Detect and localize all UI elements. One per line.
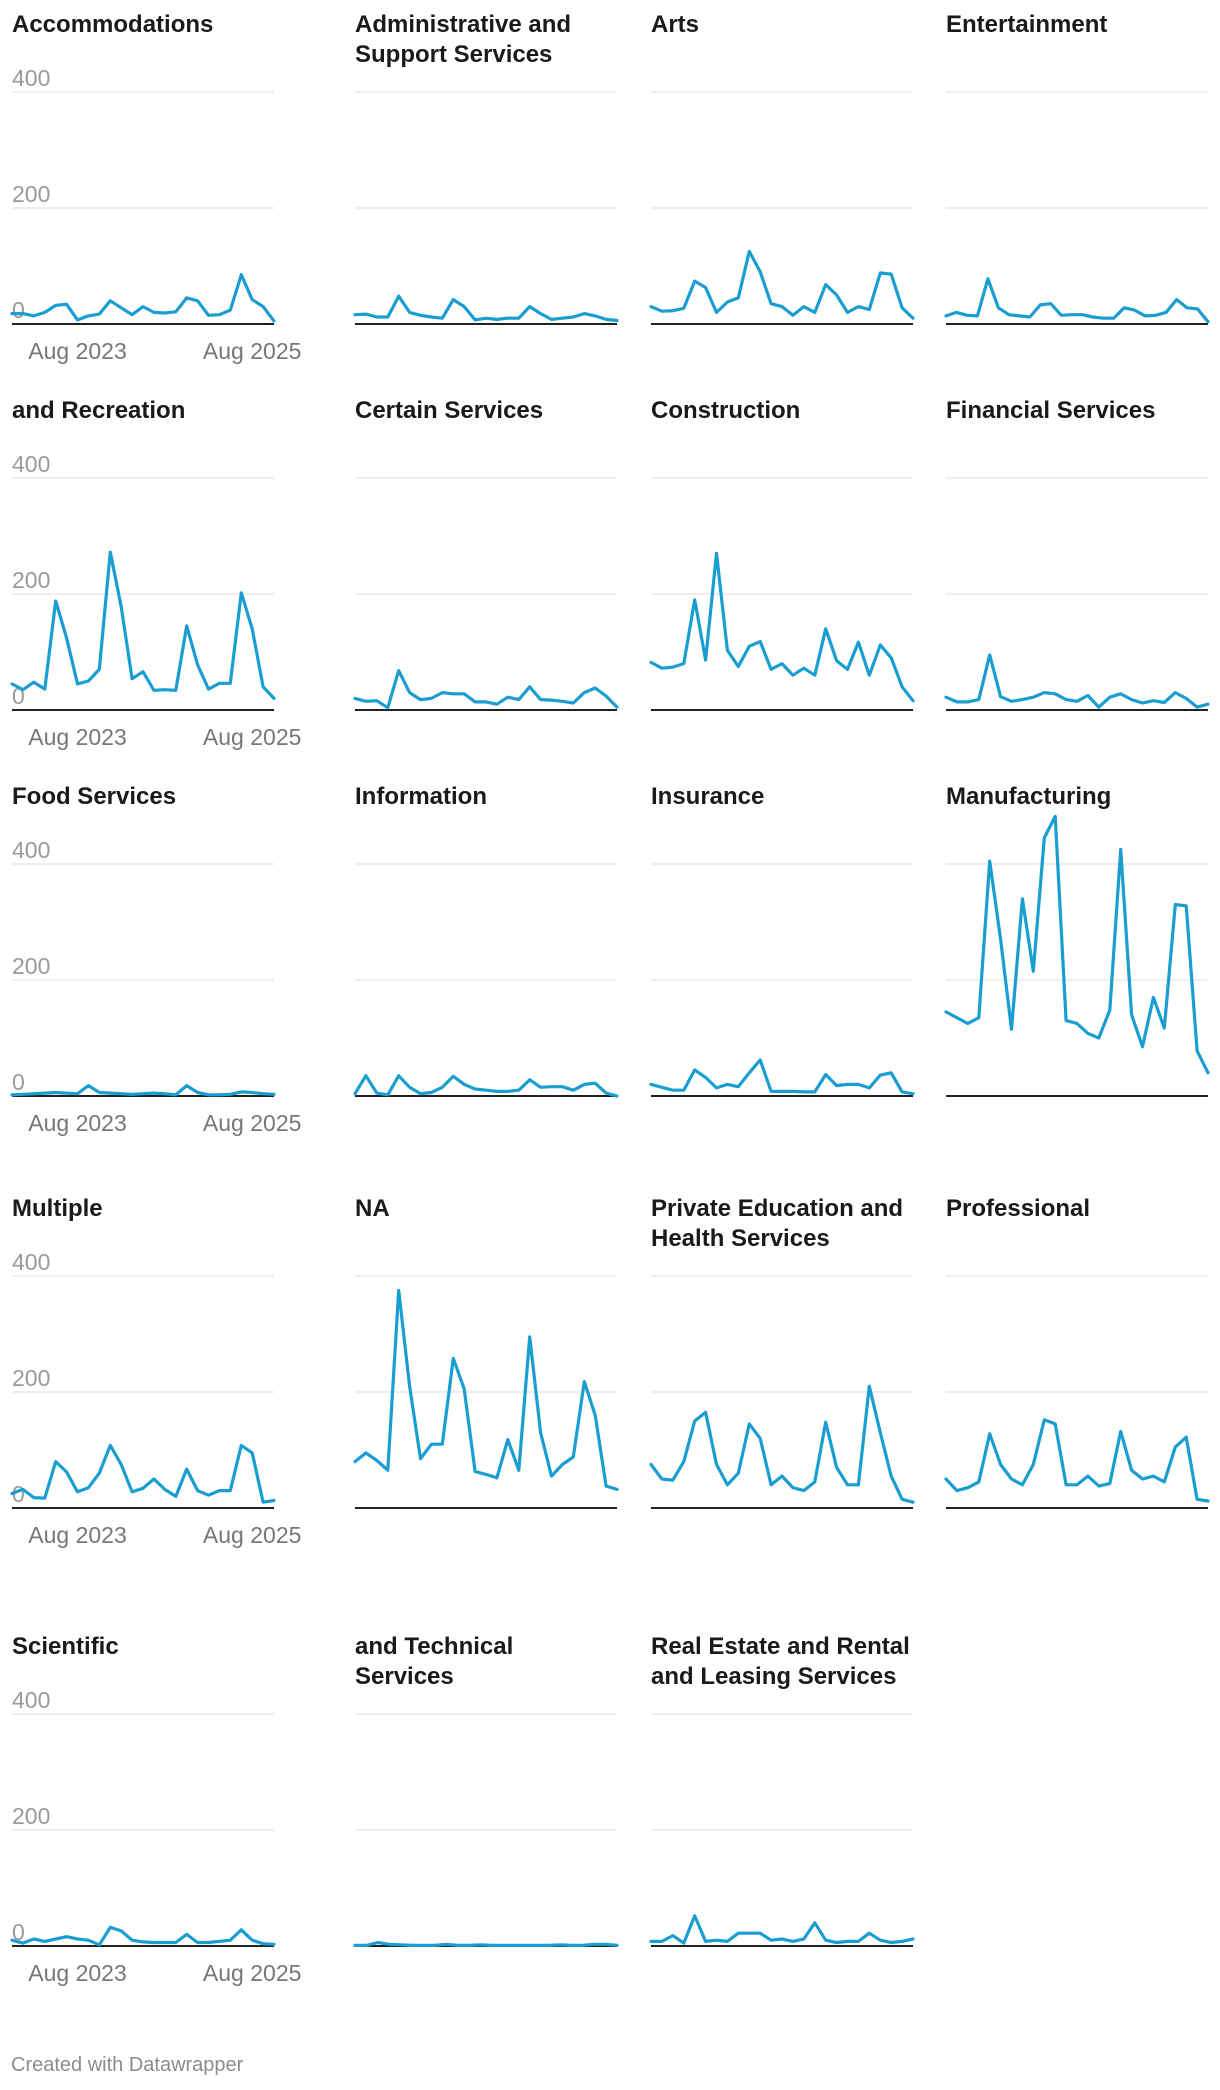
y-tick-label: 200 [12,1365,50,1391]
series-line [353,1940,619,1947]
y-tick-label: 200 [12,1803,50,1829]
series-line [353,1074,619,1098]
series-line [649,1384,915,1504]
y-tick-label: 0 [12,1919,25,1945]
panel-title: Certain Services [355,397,544,424]
panel-plot [649,1713,915,1947]
panel-title: Arts [651,11,700,38]
series-line [944,277,1210,324]
y-tick-label: 400 [12,837,50,863]
panel-plot [353,1713,619,1947]
y-tick-label: 0 [12,1481,25,1507]
panel-plot [944,477,1210,711]
panel-plot [353,477,619,711]
series-line [944,814,1210,1075]
series-line [649,1914,915,1945]
panel-title: Financial Services [946,397,1156,424]
x-tick-label: Aug 2025 [203,724,301,750]
x-tick-label: Aug 2023 [28,1110,126,1136]
x-tick-label: Aug 2023 [28,1960,126,1986]
x-tick-label: Aug 2023 [28,724,126,750]
panel-title: NA [355,1195,390,1222]
x-tick-label: Aug 2025 [203,1110,301,1136]
series-line [10,1443,276,1504]
panel-plot: 0 200 400 Aug 2023 Aug 2025 [10,65,301,364]
panel-title: Multiple [12,1195,103,1222]
panel-plot [944,1275,1210,1509]
panel-title: and Recreation [12,397,186,424]
series-line [649,1058,915,1096]
panel-plot [353,863,619,1098]
panel-plot [353,91,619,325]
panel-plot [649,863,915,1097]
panel-title: Real Estate and Rental and Leasing Servi… [651,1633,910,1690]
y-tick-label: 400 [12,451,50,477]
panel-plot [649,91,915,325]
y-tick-label: 400 [12,1249,50,1275]
series-line [353,1288,619,1491]
panel-title: Private Education and Health Services [651,1195,904,1252]
panel-title: Administrative and Support Services [355,11,572,68]
series-line [944,1418,1210,1503]
y-tick-label: 200 [12,567,50,593]
y-tick-label: 400 [12,1687,50,1713]
y-tick-label: 0 [12,297,25,323]
series-line [10,550,276,700]
panel-title: Professional [946,1195,1091,1222]
panel-title: Food Services [12,783,177,810]
panel-plot: 0 200 400 Aug 2023 Aug 2025 [10,1687,301,1986]
panel-plot [944,91,1210,325]
footer-credit: Created with Datawrapper [11,2054,244,2076]
panel-title: Manufacturing [946,783,1112,810]
series-line [944,653,1210,709]
x-tick-label: Aug 2023 [28,338,126,364]
panel-plot [649,1275,915,1509]
panel-title: Entertainment [946,11,1108,38]
series-line [353,669,619,710]
series-line [10,1084,276,1097]
y-tick-label: 200 [12,953,50,979]
x-tick-label: Aug 2025 [203,338,301,364]
x-tick-label: Aug 2025 [203,1522,301,1548]
series-line [649,249,915,320]
x-tick-label: Aug 2025 [203,1960,301,1986]
series-line [10,1925,276,1947]
y-tick-label: 200 [12,181,50,207]
panel-plot [944,814,1210,1097]
series-line [649,551,915,703]
y-tick-label: 400 [12,65,50,91]
panel-plot [353,1275,619,1509]
y-tick-label: 0 [12,1069,25,1095]
panel-plot [649,477,915,711]
panel-plot: 0 200 400 Aug 2023 Aug 2025 [10,1249,301,1548]
series-line [10,273,276,323]
panel-title: Construction [651,397,801,424]
panel-title: Accommodations [12,11,214,38]
panel-plot: 0 200 400 Aug 2023 Aug 2025 [10,837,301,1136]
x-tick-label: Aug 2023 [28,1522,126,1548]
panel-title: Insurance [651,783,765,810]
panel-title: Information [355,783,487,810]
panel-title: Scientific [12,1633,119,1660]
series-line [353,294,619,323]
panel-title: and Technical Services [355,1633,514,1690]
